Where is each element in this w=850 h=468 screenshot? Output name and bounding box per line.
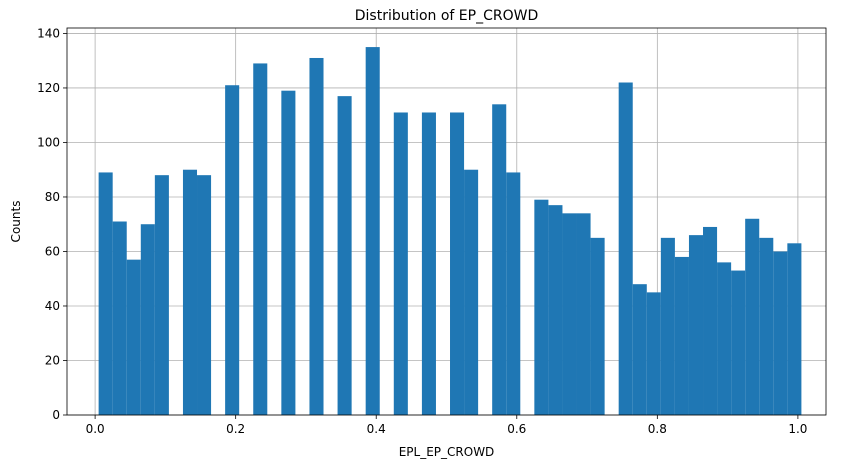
histogram-bar [590,237,605,415]
histogram-bar [506,172,521,415]
histogram-bar [450,112,465,416]
y-tick-label: 40 [45,299,60,313]
histogram-bar [548,205,563,415]
histogram-bar [632,284,647,415]
histogram-bar [197,175,212,415]
x-axis-label: EPL_EP_CROWD [399,445,495,459]
histogram-bar [717,262,732,415]
histogram-bar [618,82,633,415]
y-tick-label: 0 [52,408,60,422]
histogram-bar [140,224,155,415]
histogram-bar [253,63,268,416]
plot-frame [66,27,827,416]
histogram-bar [534,199,549,415]
histogram-bar [365,47,380,416]
histogram-bar [126,259,141,415]
histogram-bar [688,235,704,415]
x-tick-label: 0.8 [648,422,667,436]
histogram-bar [745,218,760,415]
x-tick-label: 0.4 [367,422,386,436]
histogram-bar [154,175,169,415]
x-tick-label: 0.6 [507,422,526,436]
x-tick-label: 1.0 [788,422,807,436]
bars [98,47,802,416]
histogram-bar [773,251,788,415]
ticks: 0.0 0.2 0.4 0.6 0.8 1.0 0 20 40 60 80 100 120 140 [37,26,807,436]
y-tick-label: 100 [37,135,60,149]
histogram-bar [421,112,436,416]
histogram-bar [703,226,718,415]
x-tick-label: 0.0 [86,422,105,436]
histogram-bar [281,90,296,415]
y-tick-label: 140 [37,26,60,40]
histogram-bar [492,104,507,415]
y-tick-label: 120 [37,81,60,95]
histogram-bar [98,172,113,415]
histogram-bar [646,292,661,415]
histogram-bar [182,169,198,415]
histogram-bar [660,237,675,415]
histogram-bar [759,237,774,415]
histogram-bar [309,57,324,415]
histogram-bar [393,112,408,416]
histogram-bar [576,213,591,415]
x-tick-label: 0.2 [226,422,245,436]
chart-title: Distribution of EP_CROWD [355,8,539,24]
histogram-bar [464,169,479,415]
histogram-bar [337,96,352,416]
histogram-bar [562,213,577,415]
y-axis-label: Counts [9,201,23,243]
histogram-bar [225,85,240,415]
histogram-bar [731,270,746,415]
y-tick-label: 80 [45,190,60,204]
histogram-bar [787,243,802,415]
y-tick-label: 20 [45,353,60,367]
histogram-bar [674,256,689,415]
y-tick-label: 60 [45,244,60,258]
histogram-bar [112,221,127,415]
